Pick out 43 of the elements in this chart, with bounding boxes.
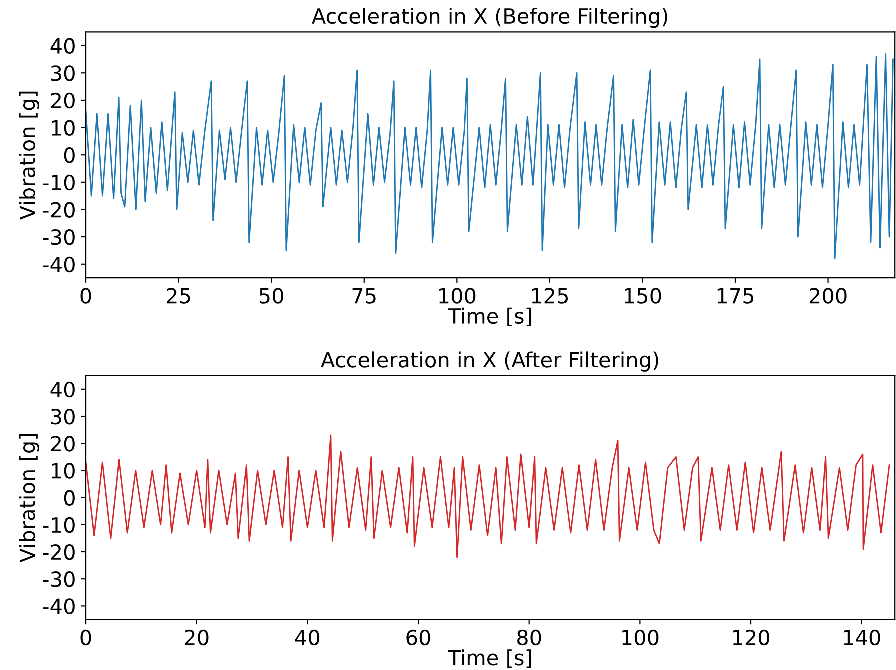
x-tick-label: 80	[518, 630, 542, 646]
x-tick-label: 25	[167, 288, 190, 304]
x-tick-label: 100	[622, 630, 659, 646]
x-axis-title: Time [s]	[448, 650, 532, 668]
line-series	[86, 434, 890, 558]
x-tick-label: 125	[532, 288, 568, 304]
x-tick-label: 200	[810, 288, 847, 304]
x-axis-title: Time [s]	[448, 308, 532, 327]
x-tick-label: 0	[80, 288, 92, 304]
chart-title: Acceleration in X (After Filtering)	[321, 352, 658, 372]
y-tick-label: 10	[52, 463, 75, 479]
x-tick-label: 175	[718, 288, 754, 304]
y-tick-label: -30	[43, 572, 75, 588]
y-tick-label: -30	[43, 230, 75, 246]
x-tick-label: 140	[844, 630, 880, 646]
x-tick-label: 100	[440, 288, 476, 304]
y-tick-label: 40	[50, 382, 75, 398]
y-tick-label: 30	[51, 66, 75, 82]
y-tick-label: -40	[43, 598, 75, 614]
x-tick-label: 50	[260, 288, 284, 304]
y-axis-title: Vibration [g]	[19, 434, 40, 563]
y-tick-label: 10	[52, 120, 75, 136]
y-tick-label: -40	[43, 256, 75, 273]
y-tick-label: -20	[43, 544, 75, 560]
line-series	[86, 53, 894, 260]
x-tick-label: 150	[625, 288, 662, 304]
chart-title: Acceleration in X (Before Filtering)	[312, 8, 668, 28]
x-tick-label: 0	[80, 630, 92, 646]
x-tick-label: 40	[295, 630, 320, 646]
x-tick-label: 60	[406, 630, 430, 646]
y-tick-label: 40	[50, 38, 75, 54]
y-tick-label: -10	[43, 174, 75, 191]
y-tick-label: 20	[51, 92, 75, 109]
y-tick-label: -10	[43, 517, 75, 534]
x-tick-label: 120	[733, 630, 770, 646]
x-tick-label: 20	[185, 630, 209, 646]
y-tick-label: 30	[51, 408, 75, 425]
x-tick-label: 75	[352, 288, 376, 304]
y-tick-label: 0	[64, 490, 75, 506]
y-tick-label: -20	[43, 202, 75, 218]
y-axis-title: Vibration [g]	[19, 92, 40, 220]
y-tick-label: 0	[64, 148, 75, 164]
y-tick-label: 20	[51, 436, 75, 452]
